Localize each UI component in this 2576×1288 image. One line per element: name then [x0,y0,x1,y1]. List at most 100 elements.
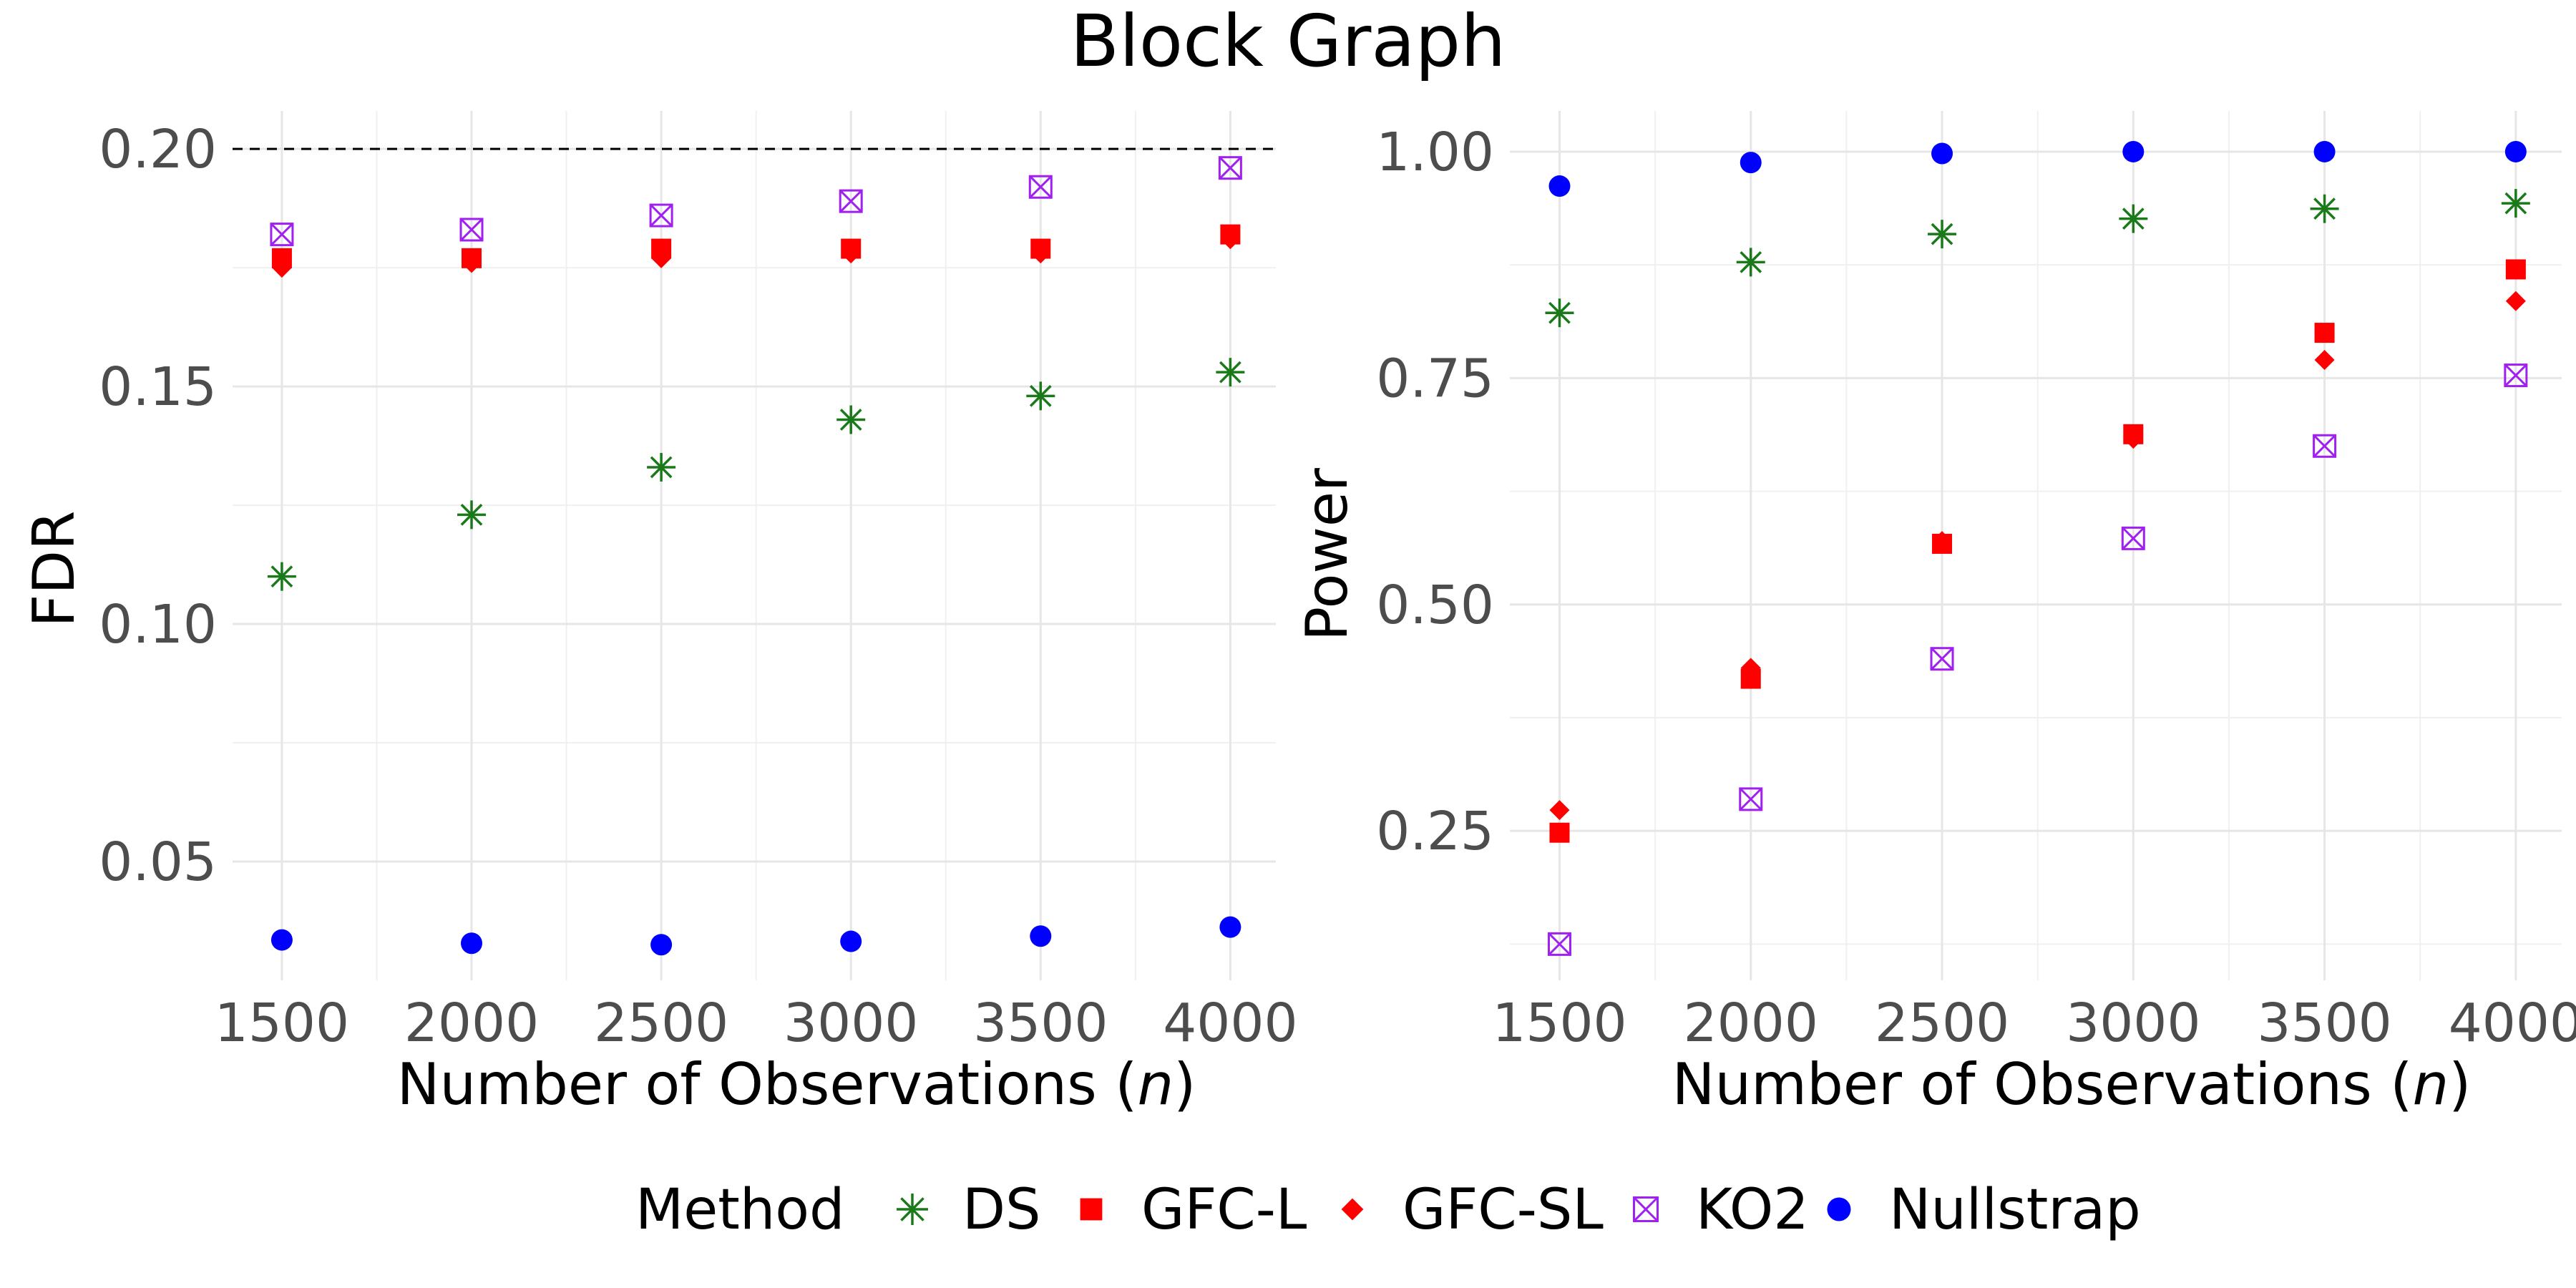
power-point-nullstrap [1931,142,1953,165]
fdr-x-tick-label: 2000 [404,992,539,1054]
fdr-y-tick-label: 0.05 [99,831,217,893]
power-point-gfc-sl [2123,429,2144,449]
power-point-gfc-sl [1549,800,1570,821]
legend-label-gfc-l: GFC-L [1141,1178,1307,1242]
fdr-x-tick-label: 1500 [215,992,349,1054]
fdr-point-ko2 [649,203,673,228]
power-point-ko2 [2504,364,2528,388]
power-x-tick-label: 2500 [1875,992,2009,1054]
power-x-tick-label: 3500 [2257,992,2391,1054]
fdr-x-tick-label: 4000 [1163,992,1297,1054]
fdr-point-ds [1216,358,1245,387]
fdr-x-tick-label: 2500 [594,992,728,1054]
fdr-y-tick-labels: 0.05 0.10 0.15 0.20 [99,119,217,893]
power-point-gfc-sl [1740,658,1761,678]
fdr-point-ko2 [270,223,294,247]
fdr-point-ds [267,562,296,591]
power-point-ko2 [2313,434,2337,458]
power-x-tick-label: 4000 [2449,992,2576,1054]
legend-label-nullstrap: Nullstrap [1889,1178,2141,1242]
power-x-axis-label: Number of Observations (n) [1672,1051,2472,1118]
fdr-point-nullstrap [840,930,862,952]
power-y-tick-labels: 0.25 0.50 0.75 1.00 [1376,122,1494,862]
power-panel: 0.25 0.50 0.75 1.00 1500 2000 2500 3000 3500 400… [1294,111,2576,1118]
fdr-point-gfc-sl [1220,229,1241,250]
fdr-point-ds [836,405,866,434]
power-point-ko2 [1930,647,1954,671]
legend-label-ds: DS [962,1178,1041,1242]
power-y-tick-label: 0.75 [1376,348,1494,409]
power-point-gfc-l [1549,822,1570,843]
power-y-tick-label: 1.00 [1376,122,1494,183]
power-y-axis-label: Power [1294,468,1360,641]
fdr-point-nullstrap [650,934,673,956]
power-x-tick-label: 3000 [2066,992,2200,1054]
legend-key-ds-icon [897,1194,928,1225]
fdr-x-tick-label: 3500 [973,992,1108,1054]
fdr-point-nullstrap [461,932,483,955]
fdr-point-gfc-sl [271,258,292,278]
fdr-point-gfc-sl [1030,243,1051,264]
legend-items: DS GFC-L GFC-SL KO2 Nullstrap [897,1178,2141,1242]
power-point-nullstrap [1548,175,1571,197]
figure-title: Block Graph [1070,0,1506,83]
power-grid [1510,111,2562,980]
power-y-tick-label: 0.25 [1376,801,1494,862]
fdr-point-ko2 [1218,156,1242,180]
power-point-ko2 [2121,526,2145,550]
legend-title: Method [635,1178,845,1242]
legend-label-gfc-sl: GFC-SL [1402,1178,1604,1242]
power-point-ds [1545,298,1574,328]
fdr-y-tick-label: 0.15 [99,356,217,418]
fdr-point-ko2 [839,189,863,213]
fdr-x-axis-label: Number of Observations (n) [397,1051,1196,1118]
power-point-nullstrap [2504,140,2527,162]
power-point-gfc-sl [2505,291,2526,311]
fdr-y-tick-label: 0.10 [99,594,217,655]
fdr-point-nullstrap [270,929,293,951]
fdr-x-tick-labels: 1500 2000 2500 3000 3500 4000 [215,992,1298,1054]
fdr-points [267,156,1245,956]
power-x-tick-label: 1500 [1492,992,1626,1054]
power-point-nullstrap [2122,140,2145,162]
power-point-ds [2501,189,2530,218]
fdr-y-tick-label: 0.20 [99,119,217,180]
power-point-ds [1736,248,1765,277]
fdr-point-ko2 [459,218,484,242]
fdr-point-gfc-sl [841,243,862,264]
power-point-ko2 [1739,787,1763,811]
power-x-tick-label: 2000 [1684,992,1818,1054]
fdr-y-axis-label: FDR [21,510,87,627]
power-x-tick-labels: 1500 2000 2500 3000 3500 4000 [1492,992,2576,1054]
power-point-ko2 [1547,932,1571,956]
fdr-panel: 0.05 0.10 0.15 0.20 1500 2000 2500 3000 3500 400… [21,111,1298,1118]
power-point-ds [1928,220,1957,249]
fdr-point-ds [1026,381,1055,411]
legend-label-ko2: KO2 [1696,1178,1809,1242]
legend-key-nullstrap-icon [1827,1197,1851,1221]
power-points [1545,140,2530,956]
fdr-point-gfc-sl [462,253,482,273]
legend-key-ko2-icon [1633,1196,1659,1222]
fdr-point-gfc-sl [651,248,672,268]
power-point-ds [2119,204,2148,233]
fdr-point-ko2 [1028,175,1053,199]
fdr-point-nullstrap [1219,916,1241,938]
legend-key-gfc-l-icon [1080,1198,1103,1221]
fdr-point-ds [457,500,487,530]
fdr-point-nullstrap [1030,925,1052,947]
power-point-nullstrap [2313,140,2336,162]
power-point-gfc-sl [2314,350,2335,371]
fdr-x-tick-label: 3000 [784,992,918,1054]
legend-key-gfc-sl-icon [1341,1198,1364,1221]
power-point-nullstrap [1740,152,1762,174]
power-y-tick-label: 0.50 [1376,575,1494,636]
legend: Method DS GFC-L GFC-SL KO2 Nullstrap [635,1178,2141,1242]
power-point-ds [2310,194,2339,223]
power-point-gfc-l [2314,323,2335,343]
power-point-gfc-l [2505,259,2526,280]
fdr-point-ds [647,452,676,482]
power-point-gfc-sl [1932,531,1953,552]
